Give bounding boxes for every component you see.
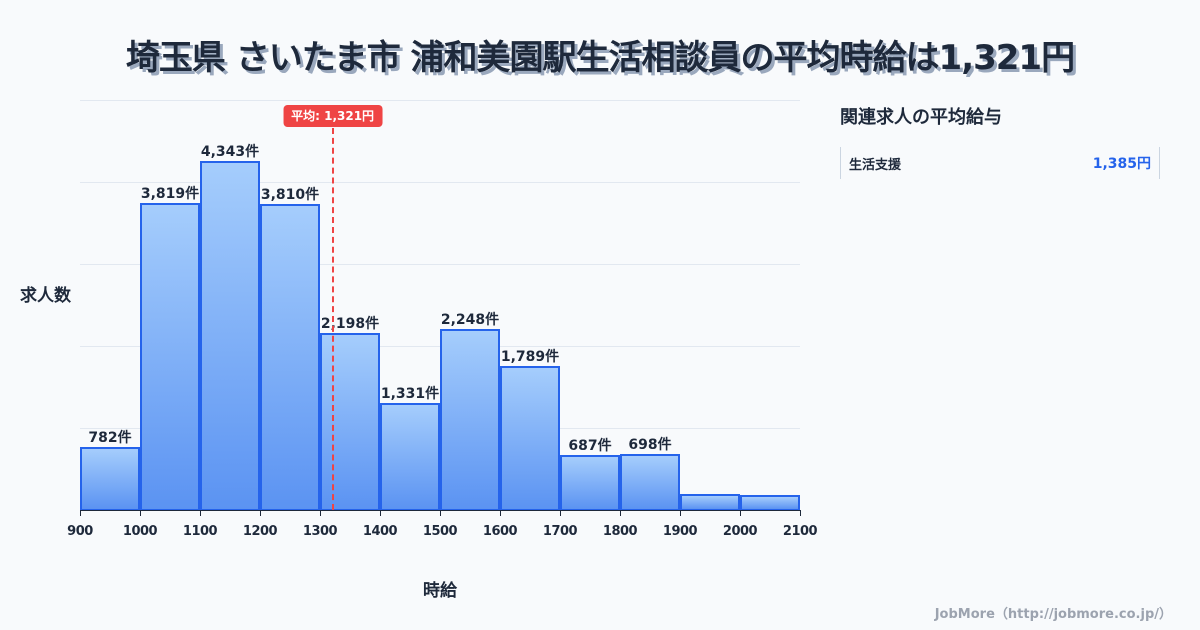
related-salary-title: 関連求人の平均給与 — [840, 107, 1002, 128]
histogram-bar — [140, 203, 200, 511]
x-tick — [620, 510, 621, 516]
x-tick-label: 1200 — [242, 524, 278, 539]
x-tick-label: 1700 — [542, 524, 578, 539]
x-tick-label: 1400 — [362, 524, 398, 539]
x-tick — [260, 510, 261, 516]
x-tick-label: 1100 — [182, 524, 218, 539]
x-tick — [680, 510, 681, 516]
bar-value-label: 687件 — [568, 438, 612, 454]
x-tick-label: 900 — [67, 524, 93, 539]
bar-value-label: 4,343件 — [200, 144, 260, 160]
x-tick — [740, 510, 741, 516]
x-tick — [80, 510, 81, 516]
x-tick-label: 1300 — [302, 524, 338, 539]
x-tick-label: 1500 — [422, 524, 458, 539]
x-tick — [140, 510, 141, 516]
histogram-bar — [740, 495, 800, 511]
histogram-bar — [200, 161, 260, 511]
x-tick — [380, 510, 381, 516]
footer-credit: JobMore（http://jobmore.co.jp/） — [934, 607, 1172, 622]
histogram-bar — [80, 447, 140, 511]
gridline — [80, 100, 800, 101]
related-job-label: 生活支援 — [849, 157, 902, 173]
x-tick-label: 2000 — [722, 524, 758, 539]
bar-value-label: 3,819件 — [140, 186, 200, 202]
x-tick — [440, 510, 441, 516]
histogram-bar — [320, 333, 380, 511]
histogram-bar — [620, 454, 680, 511]
x-tick — [560, 510, 561, 516]
bar-value-label: 1,331件 — [380, 386, 440, 402]
histogram-bar — [560, 455, 620, 511]
bar-value-label: 698件 — [628, 437, 672, 453]
x-tick-label: 1800 — [602, 524, 638, 539]
x-tick — [800, 510, 801, 516]
histogram-chart: 782件 3,819件 4,343件 3,810件 2,198件 1,331件 2,248件… — [20, 100, 818, 601]
y-axis-label: 求人数 — [20, 286, 71, 306]
average-badge: 平均: 1,321円 — [283, 105, 383, 127]
histogram-bar — [680, 494, 740, 511]
related-salary-row: 生活支援 1,385円 — [840, 147, 1160, 179]
x-tick-label: 2100 — [782, 524, 818, 539]
bar-value-label: 3,810件 — [260, 187, 320, 203]
x-tick — [200, 510, 201, 516]
average-line — [331, 128, 334, 510]
gridline — [80, 182, 800, 183]
bar-value-label: 2,198件 — [320, 316, 380, 332]
x-tick-label: 1900 — [662, 524, 698, 539]
bar-value-label: 2,248件 — [440, 312, 500, 328]
related-salary-panel: 関連求人の平均給与 生活支援 1,385円 — [840, 103, 1160, 179]
histogram-bar — [380, 403, 440, 511]
histogram-bar — [260, 204, 320, 511]
x-tick — [320, 510, 321, 516]
x-tick — [500, 510, 501, 516]
x-axis-label: 時給 — [423, 581, 457, 601]
related-job-value: 1,385円 — [1092, 156, 1151, 172]
bar-value-label: 782件 — [88, 430, 132, 446]
page-title: 埼玉県 さいたま市 浦和美園駅生活相談員の平均時給は1,321円 — [125, 38, 1075, 78]
x-tick-label: 1000 — [122, 524, 158, 539]
bar-value-label: 1,789件 — [500, 349, 560, 365]
gridline — [80, 264, 800, 265]
x-tick-label: 1600 — [482, 524, 518, 539]
